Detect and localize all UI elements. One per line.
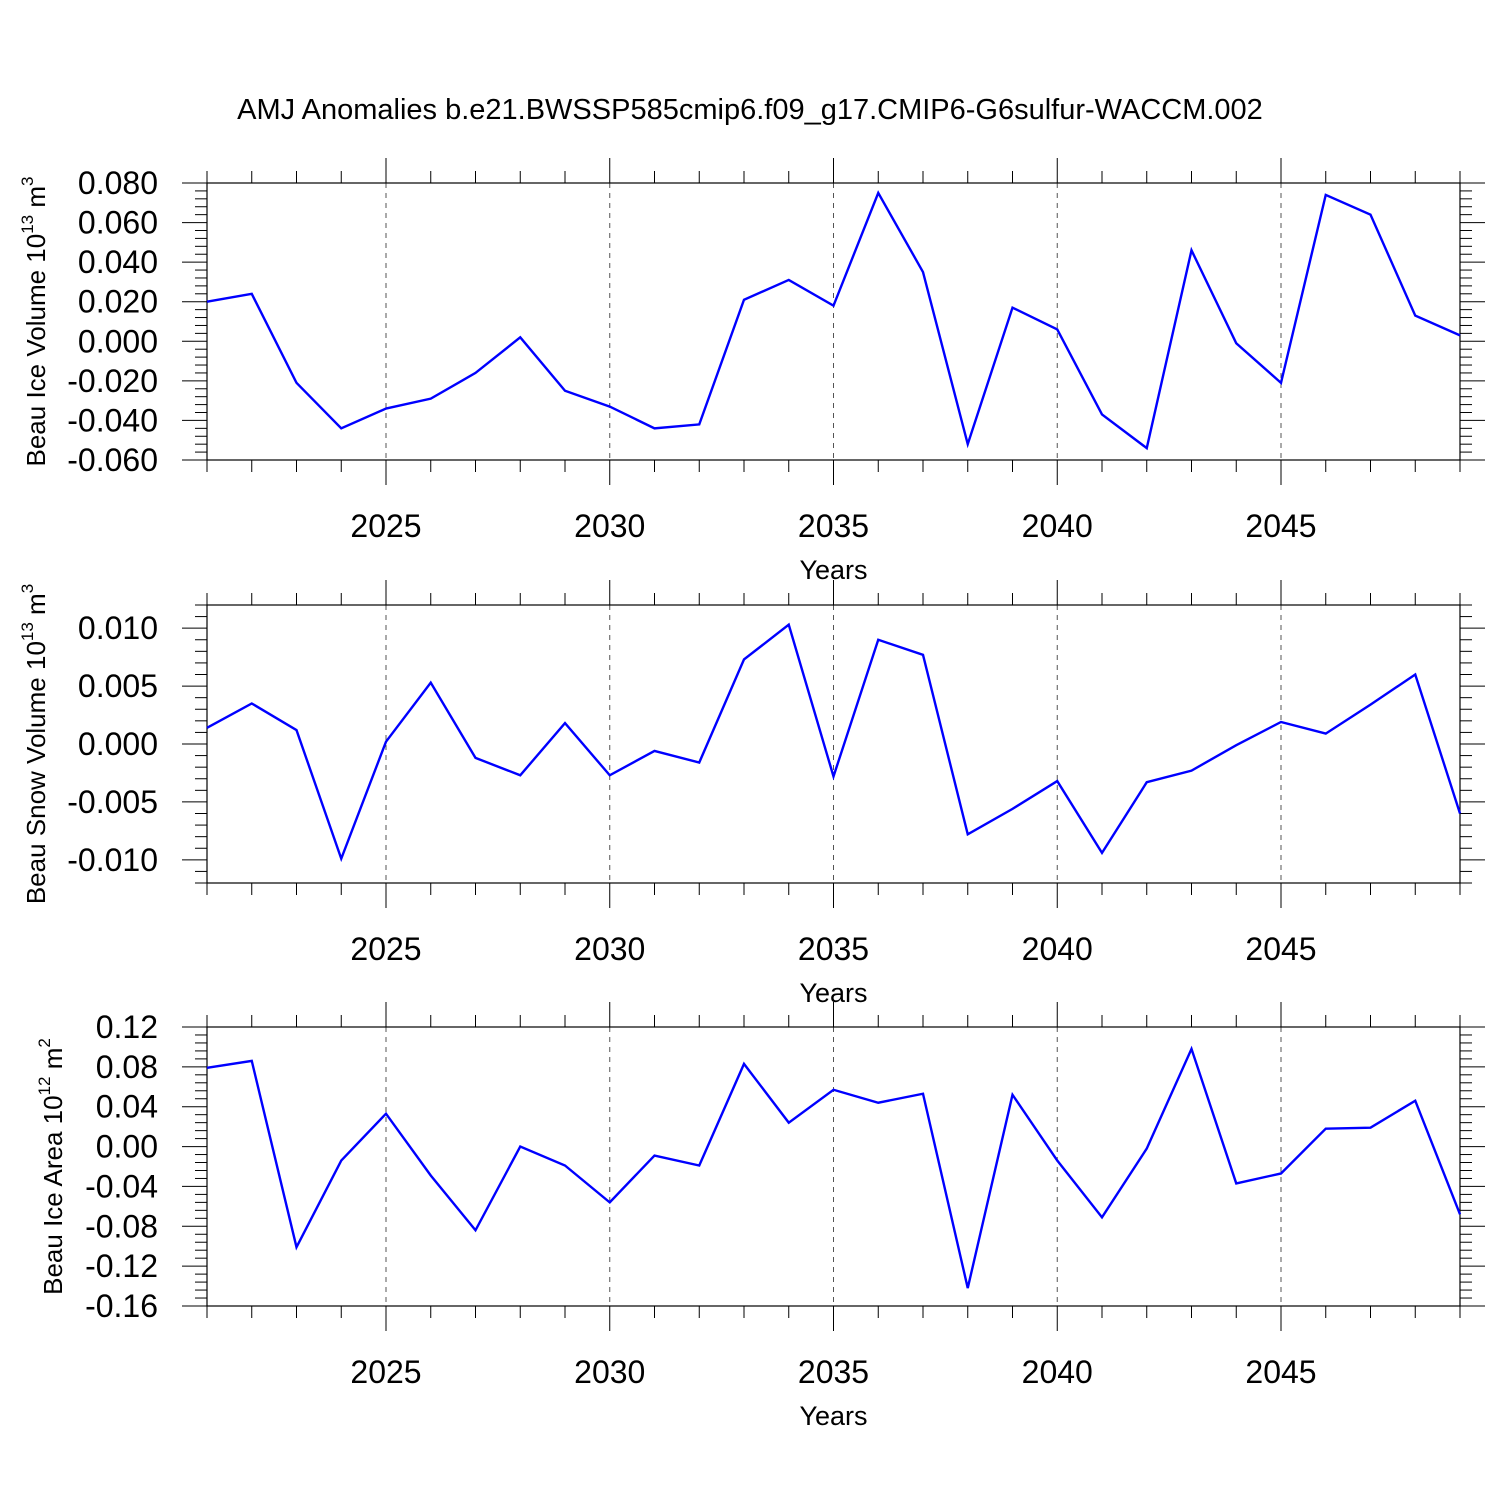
- y-axis-unit-symbol: m: [38, 1048, 68, 1077]
- y-tick-label: -0.16: [85, 1288, 158, 1324]
- y-axis-unit-exponent: 12: [35, 1076, 54, 1095]
- y-axis-unit-symbol: m: [21, 593, 51, 622]
- x-tick-label: 2025: [350, 1354, 421, 1390]
- y-tick-label: -0.005: [67, 784, 158, 820]
- x-tick-label: 2035: [798, 1354, 869, 1390]
- y-tick-label: -0.040: [67, 402, 158, 438]
- x-tick-label: 2035: [798, 508, 869, 544]
- y-tick-label: 0.010: [78, 610, 158, 646]
- x-tick-label: 2030: [574, 508, 645, 544]
- x-tick-label: 2045: [1245, 931, 1316, 967]
- x-tick-label: 2040: [1022, 1354, 1093, 1390]
- y-tick-label: -0.08: [85, 1208, 158, 1244]
- y-axis-unit-exponent: 13: [18, 622, 37, 641]
- x-tick-label: 2045: [1245, 1354, 1316, 1390]
- x-tick-label: 2035: [798, 931, 869, 967]
- y-axis-label-text: Beau Snow Volume 10: [21, 641, 51, 904]
- y-tick-label: -0.060: [67, 442, 158, 478]
- y-tick-label: -0.12: [85, 1248, 158, 1284]
- y-tick-label: 0.005: [78, 668, 158, 704]
- x-tick-label: 2025: [350, 508, 421, 544]
- chart-title: AMJ Anomalies b.e21.BWSSP585cmip6.f09_g1…: [237, 94, 1263, 126]
- y-axis-label: Beau Ice Area 1012 m2: [35, 1038, 68, 1295]
- y-tick-label: -0.010: [67, 842, 158, 878]
- y-tick-label: 0.08: [96, 1049, 158, 1085]
- y-tick-label: 0.040: [78, 244, 158, 280]
- y-tick-label: 0.12: [96, 1009, 158, 1045]
- y-axis-unit-symbol: m: [21, 186, 51, 215]
- y-axis-label: Beau Snow Volume 1013 m3: [18, 584, 51, 904]
- x-tick-label: 2045: [1245, 508, 1316, 544]
- y-tick-label: 0.00: [96, 1129, 158, 1165]
- y-axis-label-text: Beau Ice Volume 10: [21, 234, 51, 467]
- x-tick-label: 2025: [350, 931, 421, 967]
- x-tick-label: 2030: [574, 1354, 645, 1390]
- x-tick-label: 2040: [1022, 931, 1093, 967]
- y-tick-label: 0.060: [78, 205, 158, 241]
- panel-2: -0.010 -0.005 0.000 0.005 0.010 2025 2030 2035 2…: [18, 580, 1485, 1008]
- y-tick-label: 0.080: [78, 165, 158, 201]
- y-axis-label-text: Beau Ice Area 10: [38, 1095, 68, 1294]
- y-tick-label: -0.04: [85, 1168, 158, 1204]
- y-tick-label: 0.04: [96, 1089, 158, 1125]
- y-axis-label: Beau Ice Volume 1013 m3: [18, 177, 51, 467]
- y-axis-unit-power: 2: [35, 1038, 54, 1047]
- y-axis-unit-power: 3: [18, 584, 37, 593]
- x-axis-label: Years: [799, 1401, 867, 1431]
- y-axis-unit-exponent: 13: [18, 215, 37, 234]
- series-line: [206, 622, 1462, 863]
- y-tick-label: 0.000: [78, 726, 158, 762]
- y-tick-label: 0.000: [78, 323, 158, 359]
- series-line: [206, 1045, 1462, 1289]
- series-line: [206, 190, 1461, 451]
- y-axis-unit-power: 3: [18, 177, 37, 186]
- y-tick-label: 0.020: [78, 284, 158, 320]
- x-tick-label: 2030: [574, 931, 645, 967]
- panel-3: -0.16 -0.12 -0.08 -0.040.00 0.04 0.08 0.12 2025…: [35, 1002, 1485, 1431]
- x-tick-label: 2040: [1022, 508, 1093, 544]
- y-tick-label: -0.020: [67, 363, 158, 399]
